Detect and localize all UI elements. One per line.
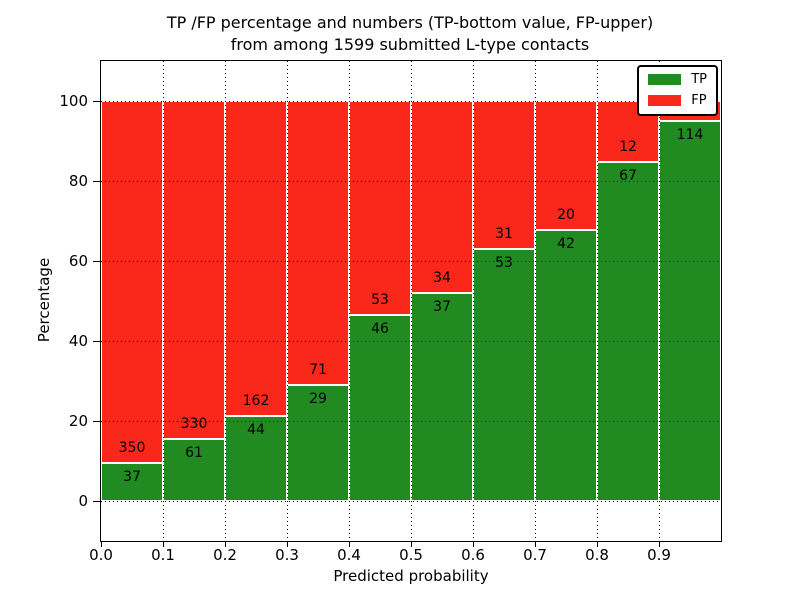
bar-fp-segment	[101, 101, 163, 463]
x-tick-label: 0.2	[213, 546, 237, 564]
bar-tp-segment	[287, 385, 349, 501]
tp-count-label: 61	[185, 444, 203, 461]
plot-area: TP FP 350 37 330 61 162 44 71 29 53 46 34 37 31 53 20 42…	[100, 60, 722, 542]
y-tick-label: 40	[68, 332, 88, 350]
tp-count-label: 67	[619, 167, 637, 184]
fp-count-label: 12	[619, 138, 637, 155]
fp-count-label: 162	[242, 392, 270, 409]
x-tick-label: 0.4	[337, 546, 361, 564]
x-tick-mark	[411, 542, 412, 547]
y-axis-label: Percentage	[35, 257, 53, 343]
x-tick-mark	[535, 542, 536, 547]
y-tick-mark	[93, 421, 100, 422]
bar-tp-segment	[163, 438, 225, 501]
v-gridline	[287, 61, 288, 541]
bar-fp-segment	[411, 101, 473, 293]
y-tick-mark	[93, 501, 100, 502]
x-tick-label: 0.1	[151, 546, 175, 564]
tp-count-label: 114	[676, 127, 704, 143]
legend-entry: TP	[648, 73, 707, 86]
bar-tp-segment	[535, 230, 597, 501]
fp-count-label: 330	[180, 415, 208, 432]
v-gridline	[163, 61, 164, 541]
legend: TP FP	[637, 65, 718, 116]
bar-fp-segment	[287, 101, 349, 385]
fp-count-label: 71	[309, 362, 327, 378]
fp-count-label: 20	[557, 207, 575, 224]
fp-count-label: 53	[371, 292, 389, 309]
y-tick-label: 0	[78, 492, 88, 510]
x-tick-mark	[659, 542, 660, 547]
x-tick-label: 0.5	[399, 546, 423, 564]
legend-entry-label: FP	[691, 93, 707, 108]
fp-legend-swatch	[648, 95, 682, 106]
x-tick-label: 0.9	[647, 546, 671, 564]
v-gridline	[597, 61, 598, 541]
bar-fp-segment	[163, 101, 225, 439]
v-gridline	[411, 61, 412, 541]
tp-legend-swatch	[648, 74, 682, 85]
x-tick-mark	[597, 542, 598, 547]
y-tick-label: 20	[68, 412, 88, 430]
bar-fp-segment	[349, 101, 411, 316]
bar-tp-segment	[473, 248, 535, 501]
x-tick-label: 0.6	[461, 546, 485, 564]
chart-title: TP /FP percentage and numbers (TP-bottom…	[90, 12, 730, 55]
x-tick-mark	[101, 542, 102, 547]
tp-count-label: 44	[247, 421, 265, 438]
x-tick-label: 0.7	[523, 546, 547, 564]
x-tick-label: 0.0	[89, 546, 113, 564]
x-tick-mark	[287, 542, 288, 547]
tp-count-label: 29	[309, 391, 327, 407]
tp-count-label: 53	[495, 254, 513, 271]
x-tick-mark	[163, 542, 164, 547]
bar-tp-segment	[411, 292, 473, 501]
bar-tp-segment	[349, 315, 411, 501]
bar-tp-segment	[659, 121, 721, 501]
y-tick-label: 80	[68, 172, 88, 190]
chart-title-line1: TP /FP percentage and numbers (TP-bottom…	[166, 13, 654, 32]
x-tick-mark	[225, 542, 226, 547]
legend-entry: FP	[648, 94, 707, 107]
x-tick-label: 0.8	[585, 546, 609, 564]
tp-count-label: 42	[557, 236, 575, 253]
x-axis-label: Predicted probability	[333, 567, 489, 585]
chart-title-line2: from among 1599 submitted L-type contact…	[230, 34, 590, 54]
y-tick-mark	[93, 261, 100, 262]
y-tick-mark	[93, 101, 100, 102]
fp-count-label: 34	[433, 269, 451, 286]
y-tick-label: 60	[68, 252, 88, 270]
v-gridline	[659, 61, 660, 541]
v-gridline	[535, 61, 536, 541]
y-tick-label: 100	[59, 92, 88, 110]
x-tick-mark	[349, 542, 350, 547]
tp-count-label: 37	[123, 468, 141, 485]
x-tick-label: 0.3	[275, 546, 299, 564]
fp-count-label: 350	[118, 439, 146, 456]
legend-entry-label: TP	[691, 72, 707, 87]
bar-fp-segment	[225, 101, 287, 416]
v-gridline	[349, 61, 350, 541]
v-gridline	[473, 61, 474, 541]
tp-count-label: 37	[433, 298, 451, 315]
x-tick-mark	[473, 542, 474, 547]
tp-count-label: 46	[371, 321, 389, 338]
bar-tp-segment	[101, 462, 163, 501]
y-tick-mark	[93, 341, 100, 342]
y-tick-mark	[93, 181, 100, 182]
fp-count-label: 31	[495, 225, 513, 242]
v-gridline	[225, 61, 226, 541]
bar-tp-segment	[597, 161, 659, 501]
